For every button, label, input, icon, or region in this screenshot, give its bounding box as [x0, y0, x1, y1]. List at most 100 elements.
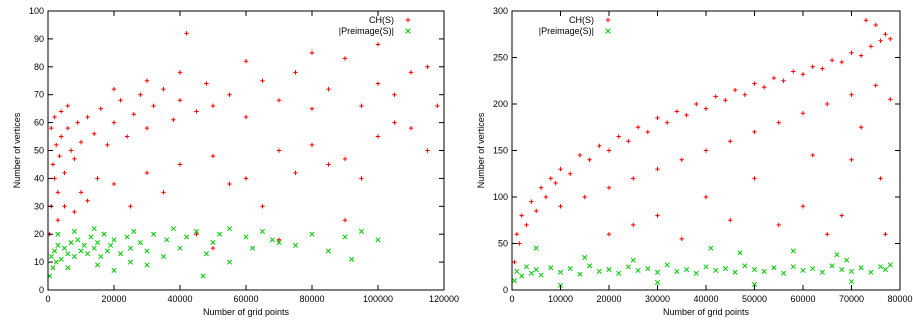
y-tick-label: 50 [34, 146, 44, 156]
y-tick-label: 80 [34, 62, 44, 72]
preimage-point [533, 266, 539, 273]
ch-point [68, 148, 74, 153]
preimage-point [693, 270, 699, 276]
preimage-point [844, 257, 850, 263]
preimage-point [94, 240, 101, 246]
ch-point [144, 170, 150, 176]
ch-point [210, 103, 216, 109]
ch-point [679, 157, 684, 162]
x-tick-label: 0 [509, 294, 514, 304]
preimage-point [111, 237, 117, 243]
ch-point [55, 190, 61, 195]
x-tick-label: 100000 [363, 294, 393, 304]
preimage-point [170, 226, 176, 232]
preimage-point [703, 264, 709, 270]
preimage-point [834, 252, 840, 258]
preimage-point [91, 226, 97, 232]
ch-point [408, 70, 414, 75]
ch-point [52, 176, 57, 181]
preimage-point [645, 266, 651, 272]
ch-point [771, 75, 777, 81]
y-tick-label: 100 [493, 192, 508, 202]
ch-point [177, 98, 183, 103]
ch-point [723, 98, 728, 103]
ch-point [800, 72, 806, 77]
preimage-point [55, 231, 61, 237]
preimage-point [53, 259, 59, 265]
preimage-point [582, 254, 588, 261]
preimage-point [118, 251, 124, 257]
preimage-point [71, 228, 77, 234]
preimage-point [94, 262, 101, 268]
ch-point [839, 59, 844, 65]
preimage-point [528, 270, 534, 276]
preimage-point [151, 231, 157, 237]
ch-point [392, 120, 397, 125]
ch-point [655, 213, 660, 218]
ch-point [177, 70, 183, 75]
ch-point [752, 176, 757, 181]
ch-point [276, 237, 282, 242]
ch-point [616, 134, 621, 139]
ch-point [62, 204, 67, 209]
preimage-point [108, 242, 114, 248]
ch-point [606, 148, 612, 153]
ch-point [243, 114, 249, 120]
ch-point [55, 218, 61, 223]
ch-point [59, 109, 64, 114]
data-points-group [511, 18, 893, 288]
ch-point [309, 142, 315, 148]
preimage-point [144, 248, 150, 254]
legend-marker [605, 28, 611, 34]
preimage-point [878, 264, 884, 270]
x-tick-label: 60000 [233, 294, 258, 304]
preimage-point [184, 234, 190, 240]
preimage-point [50, 265, 56, 271]
ch-point [635, 125, 641, 130]
ch-point [144, 125, 150, 131]
x-tick-label: 0 [45, 294, 50, 304]
ch-point [538, 185, 544, 190]
ch-point [703, 194, 709, 200]
preimage-point [737, 250, 743, 256]
ch-point [326, 86, 331, 92]
y-tick-label: 100 [29, 6, 44, 16]
preimage-point [65, 251, 71, 257]
preimage-point [160, 253, 167, 260]
ch-point [309, 50, 315, 56]
preimage-point [538, 272, 544, 278]
ch-point [78, 190, 84, 195]
preimage-point [52, 248, 58, 254]
ch-point [529, 199, 534, 204]
preimage-point [55, 242, 61, 248]
ch-point [820, 66, 825, 71]
legend: CH(S)|Preimage(S)| [339, 15, 411, 36]
ch-point [543, 194, 549, 200]
preimage-point [325, 248, 332, 254]
ch-point [62, 170, 67, 176]
ch-point [243, 59, 249, 64]
ch-point [375, 42, 381, 47]
ch-point [703, 106, 709, 111]
preimage-point [292, 242, 299, 248]
ch-point [184, 31, 189, 36]
preimage-point [127, 245, 134, 251]
ch-point [626, 139, 631, 144]
ch-point [227, 92, 232, 97]
preimage-point [98, 253, 104, 260]
preimage-point [557, 269, 564, 275]
preimage-point [375, 237, 381, 243]
ch-point [631, 222, 636, 228]
y-axis-label: Number of vertices [12, 112, 22, 188]
y-tick-label: 30 [34, 201, 44, 211]
y-axis-label: Number of vertices [476, 112, 486, 188]
ch-point [597, 143, 602, 149]
ch-point [534, 208, 539, 214]
ch-point [679, 236, 684, 242]
ch-point [873, 22, 878, 28]
chart-panel-1: 0 20000 40000 60000 80000 100000 120000 0 10 20 30… [12, 6, 459, 317]
legend: CH(S)|Preimage(S)| [539, 15, 611, 36]
ch-point [873, 83, 878, 88]
legend-label: |Preimage(S)| [339, 26, 394, 36]
